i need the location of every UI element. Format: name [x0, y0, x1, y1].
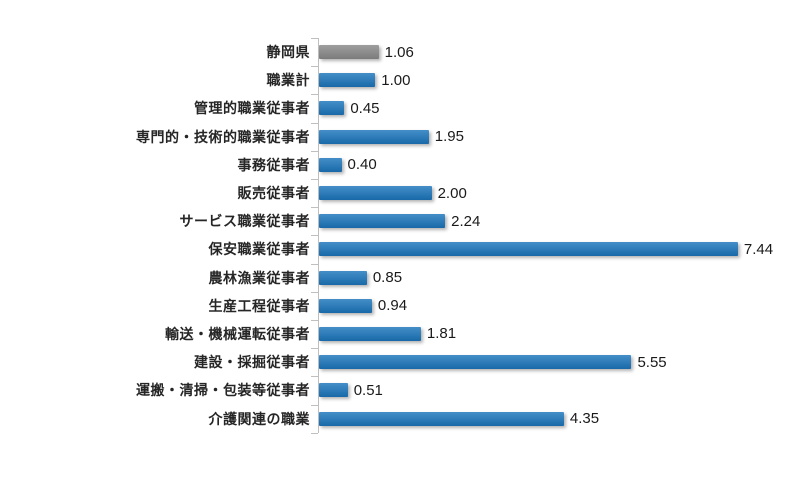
- bar: [319, 101, 345, 116]
- axis-tick: [311, 150, 318, 152]
- bar-row: 運搬・清掃・包装等従事者 0.51: [0, 376, 800, 405]
- chart-rows: 静岡県 1.06 職業計 1.00 管理的職業従事者 0.45 専門的・技術的職業従事者 1.…: [0, 38, 800, 433]
- bar: [319, 73, 376, 88]
- bar-area: 5.55: [318, 348, 800, 377]
- bar-area: 0.94: [318, 291, 800, 320]
- bar: [319, 129, 429, 144]
- bar-area: 1.81: [318, 319, 800, 349]
- bar-row: 介護関連の職業 4.35: [0, 404, 800, 433]
- bar-value-label: 4.35: [569, 410, 600, 428]
- bar: [319, 326, 421, 341]
- bar: [319, 242, 738, 257]
- category-label: サービス職業従事者: [179, 213, 310, 230]
- bar-value-label: 0.85: [372, 269, 403, 287]
- bar-area: 0.51: [318, 376, 800, 405]
- bar-row: 職業計 1.00: [0, 66, 800, 95]
- category-label: 輸送・機械運転従事者: [165, 325, 310, 342]
- category-label: 事務従事者: [237, 156, 310, 173]
- bar-row: 管理的職業従事者 0.45: [0, 94, 800, 123]
- bar-value-label: 1.95: [434, 128, 464, 146]
- bar: [319, 157, 342, 172]
- bar-row: 保安職業従事者 7.44: [0, 235, 800, 264]
- bar: [319, 186, 432, 201]
- axis-tick: [311, 66, 318, 68]
- bar-area: 2.00: [318, 178, 800, 208]
- bar-area: 0.40: [318, 150, 800, 179]
- axis-tick: [311, 376, 318, 378]
- axis-tick: [311, 122, 318, 124]
- axis-tick: [311, 263, 318, 265]
- bar: [319, 214, 446, 229]
- bar-row: 生産工程従事者 0.94: [0, 291, 800, 320]
- bar-area: 1.95: [318, 122, 800, 151]
- category-label: 運搬・清掃・包装等従事者: [136, 382, 310, 399]
- bar-row: 静岡県 1.06: [0, 38, 800, 67]
- bar: [319, 298, 372, 313]
- bar-area: 0.45: [318, 94, 800, 123]
- bar-value-label: 0.40: [347, 156, 377, 174]
- bar-area: 2.24: [318, 207, 800, 236]
- bar: [319, 45, 379, 60]
- bar: [319, 411, 564, 426]
- bar-value-label: 0.45: [350, 99, 380, 117]
- category-label: 建設・採掘従事者: [194, 354, 310, 371]
- bar-row: 建設・採掘従事者 5.55: [0, 348, 800, 377]
- bar: [319, 383, 348, 398]
- axis-tick: [311, 94, 318, 96]
- bar-value-label: 0.51: [353, 381, 383, 399]
- bar-value-label: 1.00: [381, 71, 411, 89]
- bar-value-label: 1.81: [426, 325, 457, 343]
- category-label: 販売従事者: [237, 185, 310, 202]
- bar-value-label: 5.55: [637, 353, 667, 371]
- axis-tick: [311, 404, 318, 406]
- axis-tick: [311, 432, 318, 434]
- axis-tick: [311, 348, 318, 350]
- category-label: 生産工程従事者: [208, 297, 310, 314]
- axis-tick: [311, 207, 318, 209]
- bar-area: 7.44: [318, 235, 800, 264]
- bar-value-label: 0.94: [377, 297, 408, 315]
- bar-area: 0.85: [318, 263, 800, 292]
- bar-row: 専門的・技術的職業従事者 1.95: [0, 122, 800, 151]
- bar-row: サービス職業従事者 2.24: [0, 207, 800, 236]
- bar: [319, 355, 632, 370]
- category-label: 介護関連の職業: [208, 410, 310, 427]
- category-label: 職業計: [266, 72, 310, 89]
- category-label: 専門的・技術的職業従事者: [136, 128, 310, 145]
- bar-row: 輸送・機械運転従事者 1.81: [0, 319, 800, 349]
- category-label: 管理的職業従事者: [194, 100, 310, 117]
- bar-value-label: 2.00: [437, 184, 467, 202]
- bar-value-label: 7.44: [743, 240, 774, 258]
- axis-tick: [311, 291, 318, 293]
- bar-row: 事務従事者 0.40: [0, 150, 800, 179]
- bar: [319, 270, 367, 285]
- bar-area: 1.06: [318, 38, 800, 67]
- axis-tick: [311, 179, 318, 180]
- bar-value-label: 1.06: [384, 43, 414, 61]
- category-label: 保安職業従事者: [208, 241, 310, 258]
- axis-tick: [311, 320, 318, 321]
- bar-area: 4.35: [318, 404, 800, 433]
- bar-row: 農林漁業従事者 0.85: [0, 263, 800, 292]
- category-label: 農林漁業従事者: [208, 269, 310, 286]
- bar-row: 販売従事者 2.00: [0, 178, 800, 208]
- bar-value-label: 2.24: [451, 212, 481, 230]
- axis-tick: [311, 235, 318, 237]
- bar-area: 1.00: [318, 66, 800, 95]
- category-label: 静岡県: [266, 44, 310, 61]
- axis-tick: [311, 38, 318, 39]
